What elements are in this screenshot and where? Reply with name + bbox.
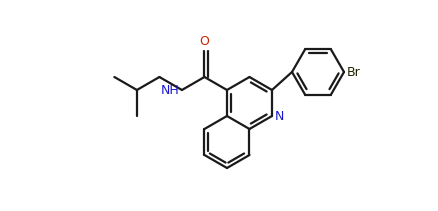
Text: O: O — [200, 35, 209, 48]
Text: NH: NH — [161, 84, 180, 97]
Text: N: N — [275, 110, 284, 123]
Text: Br: Br — [347, 65, 361, 78]
